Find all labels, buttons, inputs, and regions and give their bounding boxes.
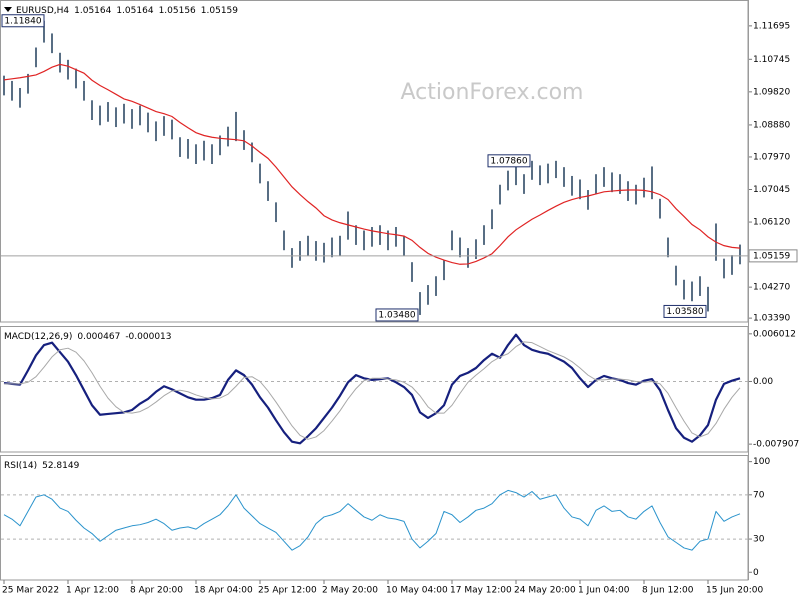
y-tick-label: 0.00 bbox=[753, 377, 773, 387]
y-tick-label: 0.006012 bbox=[753, 329, 796, 339]
panel-header: EURUSD,H4 1.05164 1.05164 1.05156 1.05159 bbox=[16, 6, 238, 16]
indicator-line bbox=[3, 489, 741, 551]
price-annotation-box bbox=[663, 304, 707, 318]
x-tick-label: 17 May 12:00 bbox=[450, 586, 512, 596]
y-tick-label: 1.08880 bbox=[753, 120, 790, 130]
panel-header: MACD(12,26,9) 0.000467 -0.000013 bbox=[4, 332, 172, 342]
x-tick-label: 25 Mar 2022 bbox=[2, 586, 59, 596]
y-tick-label: 1.03390 bbox=[753, 314, 790, 324]
watermark: ActionForex.com bbox=[401, 80, 584, 105]
y-tick-label: 0 bbox=[753, 568, 759, 578]
y-tick-label: 1.04270 bbox=[753, 283, 790, 293]
price-annotation: 1.03580 bbox=[666, 307, 703, 317]
y-tick-label: 1.10745 bbox=[753, 55, 790, 65]
x-tick-label: 1 Apr 12:00 bbox=[66, 586, 119, 596]
price-annotation-box bbox=[1, 14, 45, 28]
panel-title: MACD(12,26,9) bbox=[4, 332, 72, 342]
x-tick-label: 10 May 04:00 bbox=[386, 586, 448, 596]
price-annotation: 1.07860 bbox=[490, 156, 527, 166]
y-tick-label: 30 bbox=[753, 535, 765, 545]
y-tick-label: 1.07970 bbox=[753, 152, 790, 162]
header-value: 1.05159 bbox=[201, 6, 238, 16]
x-tick-label: 15 Jun 20:00 bbox=[706, 586, 763, 596]
price-annotation: 1.03480 bbox=[378, 310, 415, 320]
header-value: 1.05164 bbox=[74, 6, 111, 16]
panel-title: RSI(14) bbox=[4, 461, 37, 471]
y-tick-label: 1.11695 bbox=[753, 21, 790, 31]
header-value: -0.000013 bbox=[125, 332, 171, 342]
indicator-line bbox=[4, 341, 741, 440]
x-tick-label: 25 Apr 12:00 bbox=[258, 586, 317, 596]
x-tick-label: 18 Apr 04:00 bbox=[194, 586, 253, 596]
x-tick-label: 2 May 20:00 bbox=[322, 586, 378, 596]
header-value: 52.8149 bbox=[42, 461, 79, 471]
menu-arrow bbox=[4, 7, 12, 12]
y-tick-label: -0.007907 bbox=[753, 440, 799, 450]
y-tick-label: 70 bbox=[753, 490, 765, 500]
panel-title: EURUSD,H4 bbox=[16, 6, 69, 16]
price-annotation-box bbox=[487, 154, 531, 168]
moving-average bbox=[3, 63, 741, 265]
x-tick-label: 24 May 20:00 bbox=[514, 586, 576, 596]
x-tick-label: 1 Jun 04:00 bbox=[578, 586, 630, 596]
panel-header: RSI(14) 52.8149 bbox=[4, 461, 80, 471]
header-value: 0.000467 bbox=[77, 332, 120, 342]
price-annotation: 1.11840 bbox=[4, 16, 41, 26]
last-price-label: 1.05159 bbox=[753, 251, 790, 261]
y-tick-label: 1.09820 bbox=[753, 87, 790, 97]
y-tick-label: 100 bbox=[753, 457, 770, 467]
x-tick-label: 8 Jun 12:00 bbox=[642, 586, 694, 596]
price-annotation-box bbox=[375, 308, 419, 322]
x-tick-label: 8 Apr 20:00 bbox=[130, 586, 183, 596]
header-value: 1.05164 bbox=[116, 6, 153, 16]
header-value: 1.05156 bbox=[159, 6, 196, 16]
y-tick-label: 1.06120 bbox=[753, 218, 790, 228]
y-tick-label: 1.07045 bbox=[753, 185, 790, 195]
